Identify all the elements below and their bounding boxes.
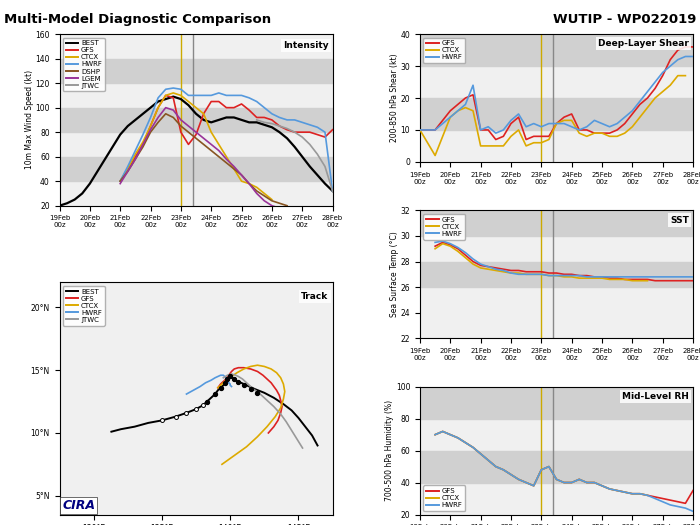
Legend: BEST, GFS, CTCX, HWRF, DSHP, LGEM, JTWC: BEST, GFS, CTCX, HWRF, DSHP, LGEM, JTWC bbox=[63, 38, 105, 91]
Text: WUTIP - WP022019: WUTIP - WP022019 bbox=[553, 13, 696, 26]
Point bbox=[202, 397, 213, 406]
Bar bbox=[420, 261, 693, 287]
Legend: GFS, CTCX, HWRF: GFS, CTCX, HWRF bbox=[424, 38, 465, 63]
Bar bbox=[60, 59, 332, 83]
Point bbox=[170, 413, 181, 421]
Point bbox=[229, 375, 240, 383]
Legend: GFS, CTCX, HWRF: GFS, CTCX, HWRF bbox=[424, 214, 465, 239]
Text: Intensity: Intensity bbox=[283, 41, 328, 50]
Point bbox=[181, 408, 192, 417]
Point bbox=[215, 384, 226, 392]
Point bbox=[197, 401, 209, 410]
Point bbox=[219, 379, 230, 387]
Text: Multi-Model Diagnostic Comparison: Multi-Model Diagnostic Comparison bbox=[4, 13, 271, 26]
Point bbox=[238, 381, 249, 390]
Legend: GFS, CTCX, HWRF: GFS, CTCX, HWRF bbox=[424, 486, 465, 511]
Bar bbox=[420, 387, 693, 418]
Bar bbox=[420, 450, 693, 482]
Point bbox=[156, 416, 167, 425]
Point bbox=[233, 377, 244, 386]
Y-axis label: 200-850 hPa Shear (kt): 200-850 hPa Shear (kt) bbox=[390, 54, 399, 142]
Y-axis label: Sea Surface Temp (°C): Sea Surface Temp (°C) bbox=[390, 232, 399, 317]
Point bbox=[252, 388, 263, 397]
Text: Track: Track bbox=[301, 292, 328, 301]
Text: SST: SST bbox=[670, 216, 689, 225]
Point bbox=[190, 405, 202, 413]
Bar bbox=[420, 34, 693, 66]
Y-axis label: 10m Max Wind Speed (kt): 10m Max Wind Speed (kt) bbox=[25, 70, 34, 170]
Bar bbox=[60, 156, 332, 181]
Y-axis label: 700-500 hPa Humidity (%): 700-500 hPa Humidity (%) bbox=[385, 400, 394, 501]
Legend: BEST, GFS, CTCX, HWRF, JTWC: BEST, GFS, CTCX, HWRF, JTWC bbox=[63, 286, 105, 326]
Bar bbox=[420, 98, 693, 130]
Bar bbox=[420, 211, 693, 236]
Point bbox=[225, 372, 236, 381]
Bar bbox=[60, 108, 332, 132]
Point bbox=[245, 385, 256, 393]
Point bbox=[222, 375, 233, 383]
Text: Deep-Layer Shear: Deep-Layer Shear bbox=[598, 39, 689, 48]
Text: Mid-Level RH: Mid-Level RH bbox=[622, 392, 689, 401]
Text: CIRA: CIRA bbox=[62, 499, 95, 512]
Point bbox=[209, 390, 220, 398]
